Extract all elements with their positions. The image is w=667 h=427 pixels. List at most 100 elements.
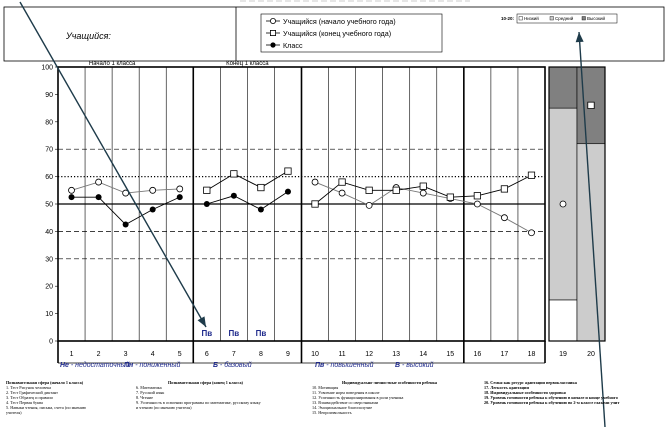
annotation-arrow-right-head [575, 32, 584, 43]
data-point-filled-circle [95, 194, 102, 201]
data-point-open-square [527, 171, 536, 179]
y-tick-label: 40 [45, 229, 53, 236]
level-key-text: - недостаточный [68, 362, 130, 369]
legend-label-start: Учащийся (начало учебного года) [283, 17, 396, 26]
footer-item: 20. Уровень готовности ребенка к обучени… [484, 400, 620, 405]
level-mid: Средний [555, 15, 574, 21]
data-point-open-square [311, 200, 319, 208]
series-legend-box [260, 13, 443, 53]
annotation-arrow-left [19, 1, 207, 328]
level-key-entry: Пн - пониженный [124, 362, 180, 369]
series-line-filled-circle [206, 191, 289, 210]
x-tick-label: 14 [419, 351, 427, 358]
data-point-open-circle [338, 189, 346, 197]
labels-layer: Пв Пв Пв [201, 329, 266, 338]
data-point-open-circle [473, 200, 481, 208]
stacked-bar-band [576, 143, 606, 342]
y-tick-label: 80 [45, 119, 53, 126]
data-point-open-circle [419, 189, 427, 197]
footer-item: 5. Навыки чтения, письма, счета (по мнен… [6, 405, 86, 410]
footer-item: 7. Русский язык [136, 390, 165, 395]
series-layer [68, 101, 595, 237]
data-point-open-square [587, 101, 595, 109]
y-tick-label: 70 [45, 147, 53, 154]
x-tick-label: 17 [501, 351, 509, 358]
footer-col-3: Индивидуально-личностные особенности реб… [312, 380, 437, 415]
legend-entry-end: Учащийся (конец учебного года) [266, 29, 391, 38]
stacked-bars-layer [548, 66, 606, 342]
swatch-mid [549, 16, 554, 21]
footer-item: 13. Взаимодействие со сверстниками [312, 400, 379, 405]
x-tick-label: 8 [259, 351, 263, 358]
data-point-open-circle [95, 178, 102, 186]
level-key-code: Пн [124, 362, 134, 369]
data-point-filled-circle [284, 188, 291, 195]
x-tick-label: 13 [392, 351, 400, 358]
footer-title: Познавательная сфера (начало 1 класса) [6, 380, 84, 385]
filled-circle-marker [270, 42, 276, 48]
level-key-text: - повышенный [324, 362, 374, 369]
footer-item: 17. Легкость адаптации [484, 385, 529, 390]
x-tick-label: 19 [559, 351, 567, 358]
swatch-high [581, 16, 586, 21]
footer-item: учителя) [6, 410, 22, 415]
annotation-arrows [19, 1, 606, 427]
open-square-marker [269, 29, 276, 36]
x-tick-label: 12 [365, 351, 373, 358]
y-tick-label: 50 [45, 202, 53, 209]
footer-item: 8. Чтение [136, 395, 153, 400]
level-key: Не - недостаточный Пн - пониженный Б - баз… [0, 362, 667, 374]
y-tick-label: 0 [49, 339, 53, 346]
footer-item: и чтению (по мнению учителя) [136, 405, 192, 410]
y-tick-label: 20 [45, 284, 53, 291]
x-tick-label: 4 [151, 351, 155, 358]
footer-title: Индивидуально-личностные особенности реб… [342, 380, 437, 385]
student-label: Учащийся: [65, 31, 111, 41]
legend-label-class: Класс [283, 41, 303, 50]
stacked-bar-band [548, 66, 578, 109]
footer-item: 10. Мотивация [312, 385, 339, 390]
x-tick-label: 1 [70, 351, 74, 358]
footer-item: 6. Математика [136, 385, 162, 390]
data-point-open-square [230, 170, 238, 178]
data-point-open-circle [176, 185, 184, 193]
footer-item: 3. Тест Образец и правило [6, 395, 54, 400]
swatch-low [518, 16, 523, 21]
legend-entry-class: Класс [266, 41, 303, 50]
data-point-open-square [419, 182, 427, 190]
level-key-text: - пониженный [133, 362, 181, 369]
data-point-open-square [257, 183, 265, 192]
footer-item: 9. Успешность в освоении программы по ма… [136, 400, 261, 405]
y-tick-label: 100 [41, 65, 53, 72]
level-key-entry: Не - недостаточный [60, 362, 130, 369]
footer-item: 18. Индивидуальные особенности здоровья [484, 390, 566, 395]
section-title: Конец 1 класса [226, 61, 269, 67]
x-tick-label: 3 [124, 351, 128, 358]
stacked-bar-band [548, 299, 578, 342]
legend-label-end: Учащийся (конец учебного года) [283, 29, 391, 38]
data-point-open-circle [501, 214, 508, 222]
footer-item: 12. Успешность функционирования в роли у… [312, 395, 404, 400]
data-point-filled-circle [176, 194, 183, 201]
data-point-filled-circle [149, 206, 156, 213]
data-point-open-square [500, 185, 509, 193]
level-label: Пв [229, 329, 240, 338]
level-key-code: Не [60, 362, 69, 369]
footer-item: 11. Усвоение норм поведения в школе [312, 390, 380, 395]
level-key-text: - базовый [217, 362, 252, 369]
footer-item: 19. Уровень готовности ребенка к обучени… [484, 395, 618, 400]
footer-col-2: Познавательная сфера (конец 1 класса) 6.… [136, 380, 261, 410]
x-tick-label: 15 [446, 351, 454, 358]
legend-entry-start: Учащийся (начало учебного года) [266, 17, 396, 26]
data-point-open-square [473, 192, 481, 200]
x-tick-label: 10 [311, 351, 319, 358]
footer-item: 14. Эмоциональное благополучие [312, 405, 373, 410]
data-point-open-circle [365, 201, 373, 209]
x-tick-label: 7 [232, 351, 236, 358]
x-tick-label: 20 [587, 351, 595, 358]
footer-title: Познавательная сфера (конец 1 класса) [168, 380, 243, 385]
data-point-open-circle [559, 200, 567, 208]
y-tick-label: 60 [45, 174, 53, 181]
